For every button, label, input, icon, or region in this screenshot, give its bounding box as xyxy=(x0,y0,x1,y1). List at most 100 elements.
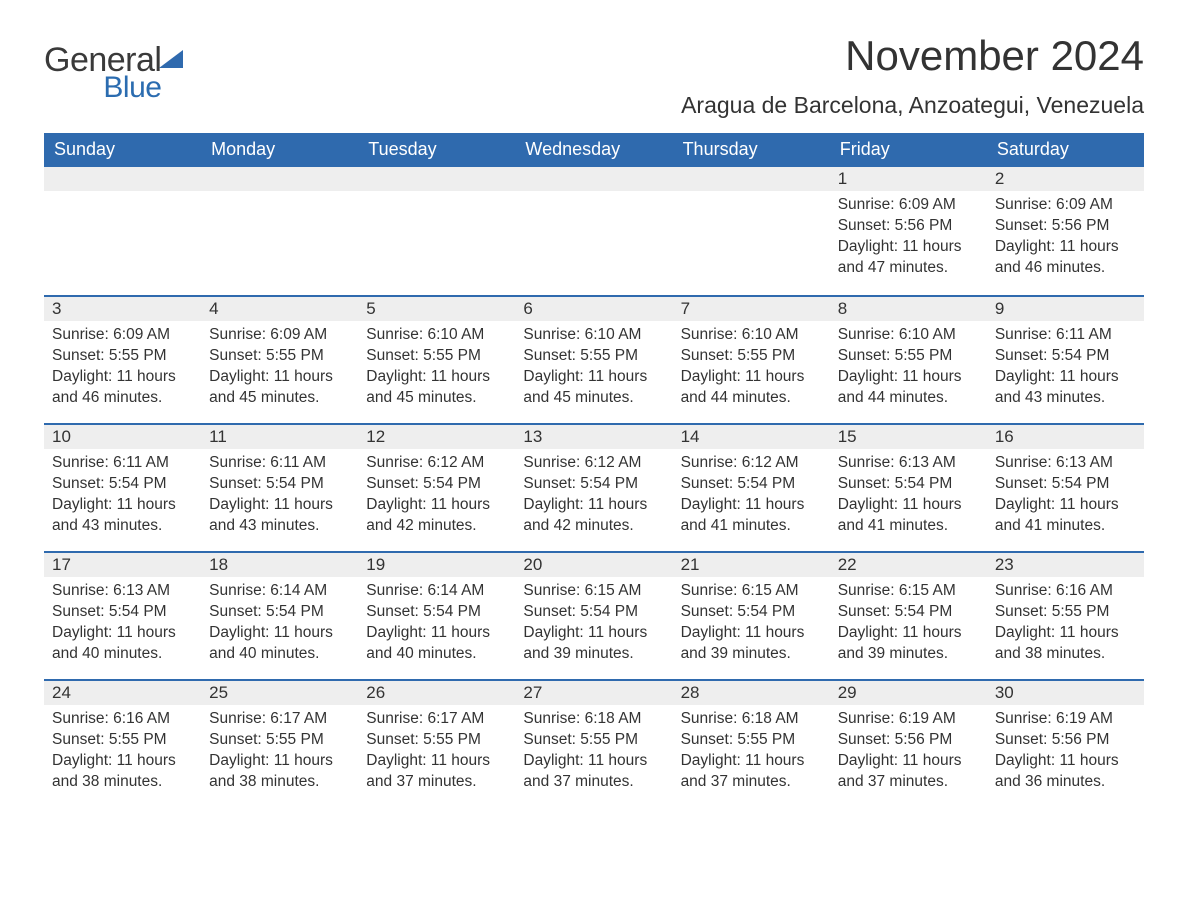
day-number: 3 xyxy=(44,295,201,321)
day-content: Sunrise: 6:14 AMSunset: 5:54 PMDaylight:… xyxy=(358,577,515,671)
daylight-text: Daylight: 11 hours and 42 minutes. xyxy=(523,495,664,537)
daylight-text: Daylight: 11 hours and 45 minutes. xyxy=(523,367,664,409)
day-cell-empty xyxy=(201,167,358,295)
day-content: Sunrise: 6:12 AMSunset: 5:54 PMDaylight:… xyxy=(673,449,830,543)
day-content: Sunrise: 6:10 AMSunset: 5:55 PMDaylight:… xyxy=(515,321,672,415)
daylight-text: Daylight: 11 hours and 43 minutes. xyxy=(209,495,350,537)
sunset-text: Sunset: 5:54 PM xyxy=(838,474,979,495)
sunrise-text: Sunrise: 6:14 AM xyxy=(366,581,507,602)
weekday-tuesday: Tuesday xyxy=(358,133,515,167)
sunrise-text: Sunrise: 6:09 AM xyxy=(995,195,1136,216)
weekday-monday: Monday xyxy=(201,133,358,167)
sunset-text: Sunset: 5:55 PM xyxy=(366,346,507,367)
day-content: Sunrise: 6:15 AMSunset: 5:54 PMDaylight:… xyxy=(673,577,830,671)
daylight-text: Daylight: 11 hours and 38 minutes. xyxy=(995,623,1136,665)
day-content: Sunrise: 6:18 AMSunset: 5:55 PMDaylight:… xyxy=(515,705,672,799)
daylight-text: Daylight: 11 hours and 39 minutes. xyxy=(523,623,664,665)
day-content: Sunrise: 6:16 AMSunset: 5:55 PMDaylight:… xyxy=(987,577,1144,671)
day-cell-empty xyxy=(358,167,515,295)
day-cell: 27Sunrise: 6:18 AMSunset: 5:55 PMDayligh… xyxy=(515,679,672,807)
sunrise-text: Sunrise: 6:12 AM xyxy=(681,453,822,474)
day-number xyxy=(515,167,672,191)
sunset-text: Sunset: 5:56 PM xyxy=(838,730,979,751)
day-cell-empty xyxy=(44,167,201,295)
sunrise-text: Sunrise: 6:09 AM xyxy=(209,325,350,346)
day-content: Sunrise: 6:15 AMSunset: 5:54 PMDaylight:… xyxy=(515,577,672,671)
day-content: Sunrise: 6:12 AMSunset: 5:54 PMDaylight:… xyxy=(515,449,672,543)
sunset-text: Sunset: 5:56 PM xyxy=(838,216,979,237)
day-cell: 15Sunrise: 6:13 AMSunset: 5:54 PMDayligh… xyxy=(830,423,987,551)
sunrise-text: Sunrise: 6:19 AM xyxy=(838,709,979,730)
day-cell-empty xyxy=(673,167,830,295)
sunrise-text: Sunrise: 6:15 AM xyxy=(838,581,979,602)
sunrise-text: Sunrise: 6:10 AM xyxy=(523,325,664,346)
sunset-text: Sunset: 5:54 PM xyxy=(838,602,979,623)
day-cell: 30Sunrise: 6:19 AMSunset: 5:56 PMDayligh… xyxy=(987,679,1144,807)
sunset-text: Sunset: 5:54 PM xyxy=(681,602,822,623)
day-cell-empty xyxy=(515,167,672,295)
day-number: 12 xyxy=(358,423,515,449)
day-number: 19 xyxy=(358,551,515,577)
sunrise-text: Sunrise: 6:18 AM xyxy=(681,709,822,730)
daylight-text: Daylight: 11 hours and 40 minutes. xyxy=(366,623,507,665)
day-content: Sunrise: 6:19 AMSunset: 5:56 PMDaylight:… xyxy=(987,705,1144,799)
day-number: 9 xyxy=(987,295,1144,321)
day-cell: 16Sunrise: 6:13 AMSunset: 5:54 PMDayligh… xyxy=(987,423,1144,551)
sunset-text: Sunset: 5:55 PM xyxy=(681,346,822,367)
day-content: Sunrise: 6:09 AMSunset: 5:56 PMDaylight:… xyxy=(830,191,987,285)
day-number: 14 xyxy=(673,423,830,449)
daylight-text: Daylight: 11 hours and 40 minutes. xyxy=(52,623,193,665)
day-number: 15 xyxy=(830,423,987,449)
day-content: Sunrise: 6:11 AMSunset: 5:54 PMDaylight:… xyxy=(987,321,1144,415)
daylight-text: Daylight: 11 hours and 36 minutes. xyxy=(995,751,1136,793)
day-cell: 24Sunrise: 6:16 AMSunset: 5:55 PMDayligh… xyxy=(44,679,201,807)
day-cell: 18Sunrise: 6:14 AMSunset: 5:54 PMDayligh… xyxy=(201,551,358,679)
day-cell: 10Sunrise: 6:11 AMSunset: 5:54 PMDayligh… xyxy=(44,423,201,551)
day-number: 25 xyxy=(201,679,358,705)
day-content: Sunrise: 6:13 AMSunset: 5:54 PMDaylight:… xyxy=(830,449,987,543)
day-content: Sunrise: 6:09 AMSunset: 5:55 PMDaylight:… xyxy=(201,321,358,415)
sunrise-text: Sunrise: 6:13 AM xyxy=(995,453,1136,474)
sunrise-text: Sunrise: 6:15 AM xyxy=(681,581,822,602)
sunrise-text: Sunrise: 6:18 AM xyxy=(523,709,664,730)
sunset-text: Sunset: 5:56 PM xyxy=(995,216,1136,237)
day-content: Sunrise: 6:13 AMSunset: 5:54 PMDaylight:… xyxy=(44,577,201,671)
day-cell: 23Sunrise: 6:16 AMSunset: 5:55 PMDayligh… xyxy=(987,551,1144,679)
daylight-text: Daylight: 11 hours and 45 minutes. xyxy=(366,367,507,409)
sunset-text: Sunset: 5:55 PM xyxy=(209,346,350,367)
sunset-text: Sunset: 5:54 PM xyxy=(995,346,1136,367)
day-content: Sunrise: 6:16 AMSunset: 5:55 PMDaylight:… xyxy=(44,705,201,799)
day-number: 11 xyxy=(201,423,358,449)
day-content: Sunrise: 6:11 AMSunset: 5:54 PMDaylight:… xyxy=(201,449,358,543)
sunrise-text: Sunrise: 6:10 AM xyxy=(366,325,507,346)
day-cell: 11Sunrise: 6:11 AMSunset: 5:54 PMDayligh… xyxy=(201,423,358,551)
day-number: 20 xyxy=(515,551,672,577)
sunrise-text: Sunrise: 6:10 AM xyxy=(681,325,822,346)
daylight-text: Daylight: 11 hours and 46 minutes. xyxy=(52,367,193,409)
sunrise-text: Sunrise: 6:12 AM xyxy=(523,453,664,474)
day-number xyxy=(44,167,201,191)
sunset-text: Sunset: 5:55 PM xyxy=(52,730,193,751)
day-cell: 3Sunrise: 6:09 AMSunset: 5:55 PMDaylight… xyxy=(44,295,201,423)
sunset-text: Sunset: 5:54 PM xyxy=(523,474,664,495)
day-number: 28 xyxy=(673,679,830,705)
daylight-text: Daylight: 11 hours and 42 minutes. xyxy=(366,495,507,537)
day-cell: 21Sunrise: 6:15 AMSunset: 5:54 PMDayligh… xyxy=(673,551,830,679)
daylight-text: Daylight: 11 hours and 37 minutes. xyxy=(366,751,507,793)
daylight-text: Daylight: 11 hours and 43 minutes. xyxy=(52,495,193,537)
daylight-text: Daylight: 11 hours and 46 minutes. xyxy=(995,237,1136,279)
day-cell: 17Sunrise: 6:13 AMSunset: 5:54 PMDayligh… xyxy=(44,551,201,679)
calendar-weekday-header: Sunday Monday Tuesday Wednesday Thursday… xyxy=(44,133,1144,167)
daylight-text: Daylight: 11 hours and 40 minutes. xyxy=(209,623,350,665)
day-number: 23 xyxy=(987,551,1144,577)
day-content: Sunrise: 6:09 AMSunset: 5:55 PMDaylight:… xyxy=(44,321,201,415)
logo: General Blue xyxy=(44,32,189,103)
day-content: Sunrise: 6:12 AMSunset: 5:54 PMDaylight:… xyxy=(358,449,515,543)
sunrise-text: Sunrise: 6:12 AM xyxy=(366,453,507,474)
sunset-text: Sunset: 5:55 PM xyxy=(681,730,822,751)
sunset-text: Sunset: 5:56 PM xyxy=(995,730,1136,751)
day-number: 6 xyxy=(515,295,672,321)
daylight-text: Daylight: 11 hours and 43 minutes. xyxy=(995,367,1136,409)
day-number: 18 xyxy=(201,551,358,577)
sunrise-text: Sunrise: 6:16 AM xyxy=(995,581,1136,602)
